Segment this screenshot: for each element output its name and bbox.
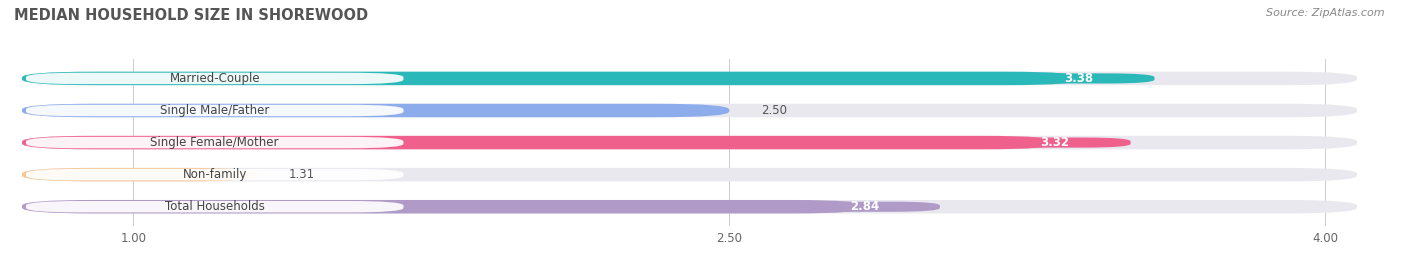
Text: Single Female/Mother: Single Female/Mother: [150, 136, 278, 149]
FancyBboxPatch shape: [22, 72, 1078, 85]
FancyBboxPatch shape: [25, 105, 404, 116]
FancyBboxPatch shape: [22, 168, 256, 181]
Text: 3.32: 3.32: [1040, 136, 1070, 149]
Text: 2.84: 2.84: [849, 200, 879, 213]
Text: Source: ZipAtlas.com: Source: ZipAtlas.com: [1267, 8, 1385, 18]
FancyBboxPatch shape: [22, 200, 865, 214]
FancyBboxPatch shape: [25, 137, 404, 148]
FancyBboxPatch shape: [22, 200, 1357, 214]
FancyBboxPatch shape: [22, 72, 1357, 85]
FancyBboxPatch shape: [980, 137, 1130, 148]
Text: Total Households: Total Households: [165, 200, 264, 213]
FancyBboxPatch shape: [789, 202, 939, 212]
Text: Married-Couple: Married-Couple: [169, 72, 260, 85]
Text: 1.31: 1.31: [288, 168, 315, 181]
Text: 2.50: 2.50: [761, 104, 787, 117]
FancyBboxPatch shape: [22, 104, 1357, 117]
FancyBboxPatch shape: [1004, 73, 1154, 83]
FancyBboxPatch shape: [25, 169, 404, 180]
FancyBboxPatch shape: [22, 136, 1357, 149]
FancyBboxPatch shape: [22, 136, 1054, 149]
FancyBboxPatch shape: [25, 73, 404, 84]
Text: Non-family: Non-family: [183, 168, 247, 181]
Text: 3.38: 3.38: [1064, 72, 1094, 85]
FancyBboxPatch shape: [22, 168, 1357, 181]
Text: Single Male/Father: Single Male/Father: [160, 104, 270, 117]
Text: MEDIAN HOUSEHOLD SIZE IN SHOREWOOD: MEDIAN HOUSEHOLD SIZE IN SHOREWOOD: [14, 8, 368, 23]
FancyBboxPatch shape: [25, 201, 404, 213]
FancyBboxPatch shape: [22, 104, 730, 117]
